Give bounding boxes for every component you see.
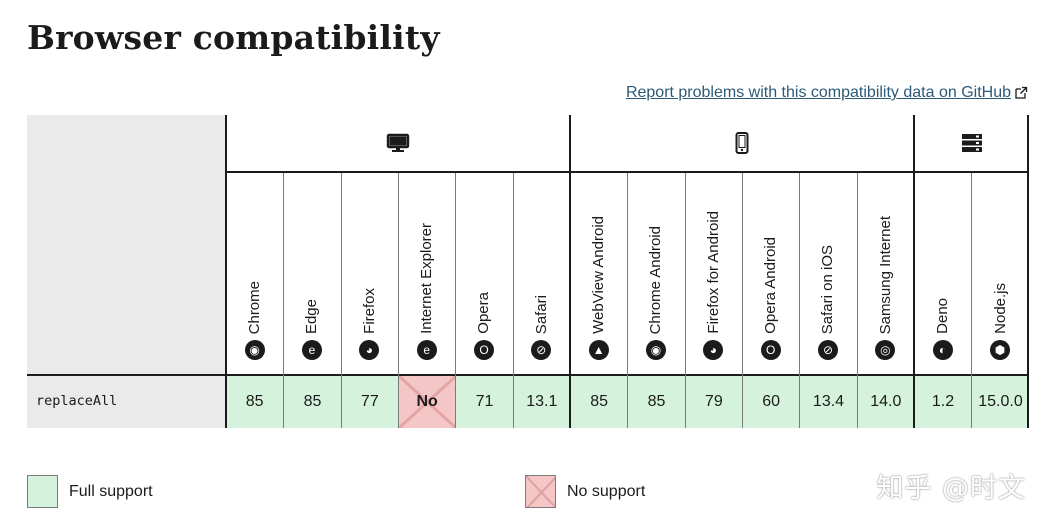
mobile-icon [735, 132, 749, 154]
group-separator [1027, 115, 1029, 428]
column-separator [341, 173, 342, 428]
firefox-icon: ◕ [703, 340, 724, 360]
column-separator [283, 173, 284, 428]
group-separator [913, 115, 915, 428]
support-cell[interactable]: 85 [571, 376, 628, 428]
opera-icon: O [473, 340, 494, 360]
support-cell[interactable]: 85 [628, 376, 685, 428]
browser-name: Safari on iOS [819, 244, 837, 334]
browser-name: Edge [303, 298, 321, 334]
support-cell[interactable]: 71 [456, 376, 513, 428]
edge-icon: e [301, 340, 322, 360]
browser-column-header: Opera O [455, 173, 512, 374]
browser-name: Chrome [246, 280, 264, 334]
group-separator [225, 115, 227, 428]
platform-server-header [914, 115, 1029, 173]
browser-name: Firefox [360, 288, 378, 334]
group-separator [569, 115, 571, 428]
safari-icon: ⊘ [817, 340, 838, 360]
support-cell[interactable]: No [399, 376, 456, 428]
legend-no-support: No support [525, 475, 645, 508]
browser-column-header: Safari on iOS ⊘ [799, 173, 856, 374]
browser-column-header: Opera Android O [742, 173, 799, 374]
report-problems-link-wrap: Report problems with this compatibility … [626, 84, 1028, 102]
chrome-icon: ◉ [645, 340, 666, 360]
column-separator [742, 173, 743, 428]
browser-name: Node.js [991, 283, 1009, 334]
browser-column-header: WebView Android ▲ [570, 173, 627, 374]
page-title: Browser compatibility [27, 18, 440, 57]
support-cell[interactable]: 85 [226, 376, 284, 428]
support-cell[interactable]: 85 [284, 376, 341, 428]
compat-table: Chrome ◉ Edge e Firefox ◕ Internet Explorer e Op… [27, 115, 1029, 428]
chrome-icon: ◉ [244, 340, 265, 360]
browser-name: Internet Explorer [418, 223, 436, 334]
column-separator [398, 173, 399, 428]
android-icon: ▲ [588, 340, 609, 360]
support-cell[interactable]: 13.4 [800, 376, 857, 428]
watermark: 知乎 @时文 [876, 473, 1026, 504]
browser-name: Safari [532, 294, 550, 334]
report-problems-link[interactable]: Report problems with this compatibility … [625, 84, 1011, 101]
column-separator [455, 173, 456, 428]
browser-column-header: Node.js ⬢ [971, 173, 1029, 374]
browser-column-header: Firefox ◕ [341, 173, 398, 374]
browser-name: Firefox for Android [704, 211, 722, 334]
support-cell[interactable]: 79 [685, 376, 742, 428]
platform-mobile-header [570, 115, 914, 173]
server-icon [961, 134, 982, 152]
safari-icon: ⊘ [531, 340, 552, 360]
deno-icon: ◐ [932, 340, 953, 360]
column-separator [857, 173, 858, 428]
browser-name: Opera [475, 292, 493, 334]
column-separator [513, 173, 514, 428]
browser-column-header: Samsung Internet ◎ [857, 173, 914, 374]
header-bottom-rule [27, 374, 1029, 376]
browser-name: Chrome Android [647, 225, 665, 334]
samsung-internet-icon: ◎ [875, 340, 896, 360]
browser-column-header: Deno ◐ [914, 173, 971, 374]
column-separator [685, 173, 686, 428]
feature-name: replaceAll [27, 374, 226, 428]
browser-column-header: Chrome ◉ [226, 173, 283, 374]
browser-name: Opera Android [762, 237, 780, 334]
browser-name: Deno [934, 298, 951, 334]
browser-column-header: Edge e [283, 173, 340, 374]
table-corner [27, 115, 226, 374]
browser-column-header: Safari ⊘ [513, 173, 570, 374]
internet-explorer-icon: e [416, 340, 437, 360]
no-support-cross-icon [399, 376, 456, 428]
column-separator [971, 173, 972, 428]
support-cell[interactable]: 15.0.0 [972, 376, 1029, 428]
no-support-cross-icon [526, 476, 555, 507]
opera-icon: O [760, 340, 781, 360]
support-cell[interactable]: 77 [341, 376, 398, 428]
nodejs-icon: ⬢ [990, 340, 1010, 360]
browser-column-header: Chrome Android ◉ [627, 173, 684, 374]
full-support-swatch [27, 475, 58, 508]
legend-no-label: No support [567, 482, 646, 500]
no-support-swatch [525, 475, 556, 508]
browser-name: Samsung Internet [876, 215, 894, 334]
platform-desktop-header [226, 115, 570, 173]
desktop-icon [386, 133, 410, 152]
support-cell[interactable]: 60 [743, 376, 800, 428]
column-separator [627, 173, 628, 428]
column-separator [799, 173, 800, 428]
external-link-icon [1015, 86, 1028, 99]
support-value: No [416, 393, 438, 410]
browser-column-header: Firefox for Android ◕ [685, 173, 742, 374]
support-cell[interactable]: 14.0 [857, 376, 914, 428]
legend-full-support: Full support [27, 475, 153, 508]
legend-full-label: Full support [69, 482, 153, 500]
browser-name: WebView Android [590, 216, 608, 334]
browser-column-header: Internet Explorer e [398, 173, 455, 374]
support-cell[interactable]: 1.2 [915, 376, 971, 428]
support-cell[interactable]: 13.1 [513, 376, 570, 428]
firefox-icon: ◕ [359, 340, 380, 360]
